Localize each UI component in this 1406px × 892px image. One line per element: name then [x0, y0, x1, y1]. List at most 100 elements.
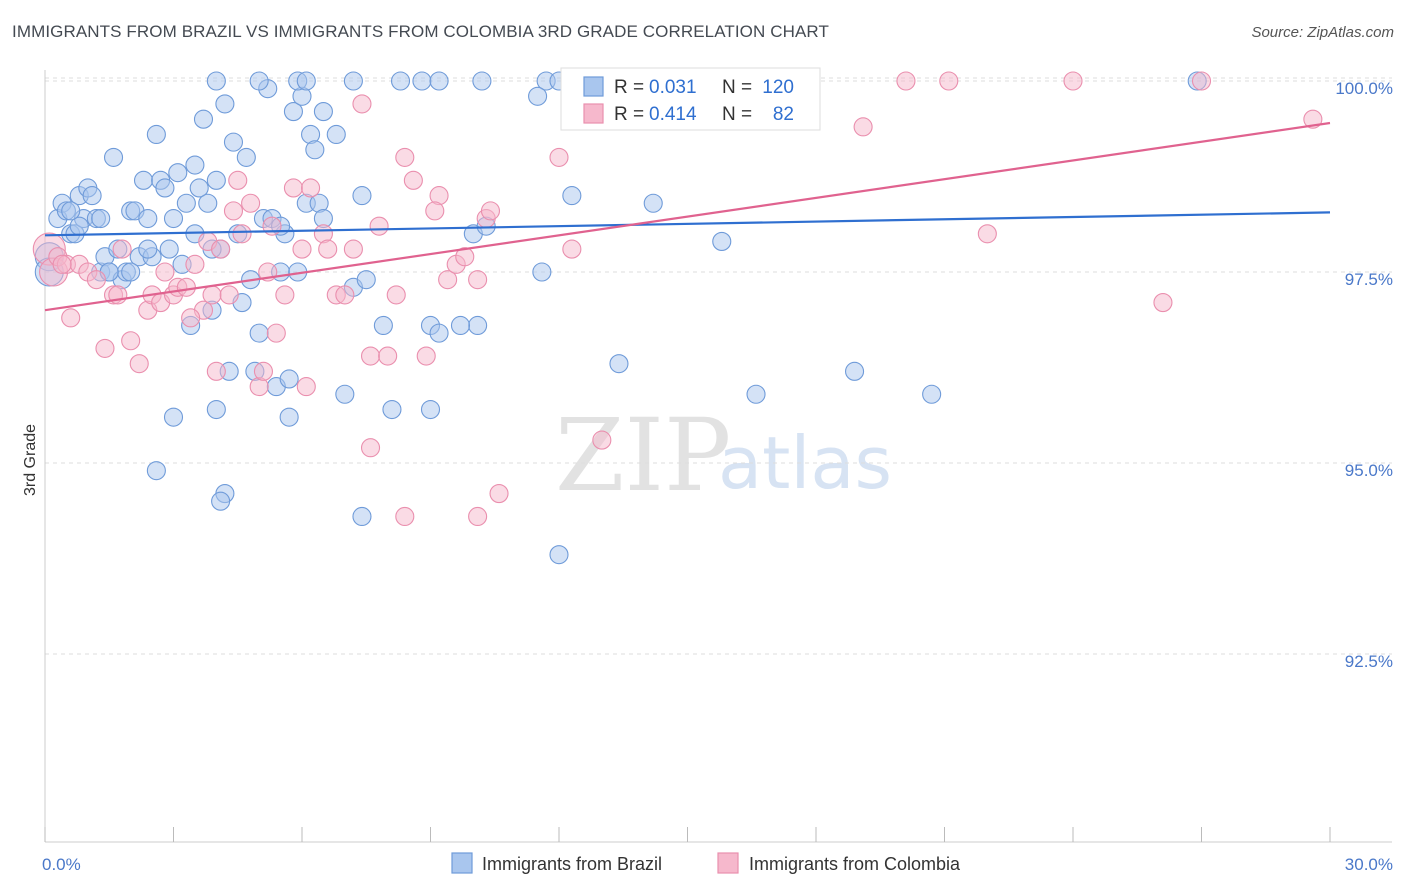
point-brazil	[103, 147, 124, 167]
point-brazil	[746, 384, 766, 404]
trend-line-colombia	[44, 121, 1331, 312]
point-brazil	[420, 399, 441, 420]
stats-box-frame	[560, 67, 821, 131]
trend-lines	[44, 121, 1331, 312]
point-brazil	[922, 384, 942, 404]
point-colombia	[395, 506, 415, 527]
point-brazil	[279, 369, 299, 389]
point-colombia	[468, 270, 488, 290]
point-brazil	[159, 239, 179, 259]
axes: 92.5% 95.0% 97.5% 100.0% 0.0% 30.0%	[42, 70, 1393, 874]
point-colombia	[1063, 71, 1083, 91]
chart-title: IMMIGRANTS FROM BRAZIL VS IMMIGRANTS FRO…	[12, 22, 829, 41]
point-colombia	[369, 216, 389, 236]
point-brazil	[146, 124, 166, 145]
point-brazil	[215, 94, 235, 114]
stats-colombia-r-label: R =	[614, 104, 644, 125]
point-brazil	[155, 178, 175, 198]
point-colombia	[292, 239, 312, 259]
point-colombia	[232, 224, 252, 244]
point-colombia	[386, 285, 406, 305]
point-colombia	[95, 338, 115, 358]
point-brazil	[609, 354, 629, 374]
point-colombia	[181, 308, 201, 328]
point-colombia	[202, 285, 222, 305]
point-brazil	[168, 163, 188, 183]
stats-brazil-n-label: N =	[722, 77, 752, 98]
point-colombia	[939, 71, 959, 91]
legend-brazil-label[interactable]: Immigrants from Brazil	[482, 854, 662, 874]
point-brazil	[206, 170, 226, 190]
stats-box: R = 0.031 N = 120 R = 0.414 N = 82	[560, 67, 821, 131]
point-colombia	[425, 201, 445, 221]
point-brazil	[412, 71, 432, 91]
stats-colombia-n-label: N =	[722, 104, 752, 125]
point-brazil	[335, 384, 355, 404]
point-colombia	[378, 346, 398, 366]
legend-colombia-swatch[interactable]	[717, 852, 739, 874]
point-brazil	[382, 399, 402, 420]
y-tick-label: 100.0%	[1335, 79, 1393, 98]
point-colombia	[241, 193, 261, 213]
point-brazil	[138, 239, 158, 259]
point-brazil	[176, 193, 196, 213]
point-colombia	[455, 247, 475, 267]
point-colombia	[211, 239, 231, 259]
x-tick-label-max: 30.0%	[1345, 855, 1393, 874]
point-brazil	[189, 178, 209, 198]
point-colombia	[121, 331, 141, 351]
point-brazil	[279, 407, 299, 427]
stats-brazil-r-value: 0.031	[649, 77, 697, 98]
point-brazil	[352, 506, 372, 527]
point-colombia	[219, 285, 239, 305]
point-brazil	[146, 461, 166, 481]
point-colombia	[129, 354, 149, 374]
y-tick-label: 97.5%	[1345, 270, 1393, 289]
point-brazil	[138, 208, 158, 229]
point-colombia	[318, 239, 338, 259]
legend-brazil-swatch[interactable]	[451, 852, 473, 874]
source-label: Source: ZipAtlas.com	[1251, 24, 1394, 41]
point-colombia	[112, 239, 132, 259]
trend-line-brazil	[44, 211, 1331, 237]
point-colombia	[853, 117, 873, 137]
stats-colombia-swatch	[583, 103, 604, 124]
point-brazil	[528, 86, 548, 106]
point-colombia	[360, 346, 381, 366]
point-colombia	[86, 270, 106, 290]
point-brazil	[133, 170, 154, 190]
point-colombia	[395, 147, 415, 167]
point-colombia	[253, 361, 274, 381]
stats-brazil-swatch	[583, 76, 604, 97]
point-colombia	[1191, 71, 1212, 91]
point-brazil	[468, 315, 488, 336]
point-brazil	[390, 71, 411, 91]
point-brazil	[562, 186, 582, 206]
point-brazil	[429, 71, 449, 91]
point-colombia	[489, 484, 509, 504]
point-brazil	[206, 71, 226, 91]
stats-colombia-r-value: 0.414	[649, 104, 697, 125]
point-colombia	[155, 262, 175, 282]
point-colombia	[206, 361, 226, 381]
point-brazil	[356, 270, 376, 290]
point-colombia	[562, 239, 582, 259]
point-brazil	[643, 193, 663, 213]
point-colombia	[438, 270, 458, 290]
point-colombia	[977, 224, 997, 244]
point-colombia	[549, 147, 569, 167]
legend-colombia-label[interactable]: Immigrants from Colombia	[749, 854, 961, 874]
point-brazil	[429, 323, 449, 343]
point-colombia	[480, 201, 501, 221]
point-colombia	[416, 346, 436, 366]
point-brazil	[313, 102, 333, 122]
point-brazil	[296, 71, 316, 91]
point-brazil	[373, 315, 393, 336]
point-colombia	[343, 239, 363, 259]
point-colombia	[352, 94, 372, 114]
point-colombia	[228, 170, 248, 190]
point-brazil	[844, 361, 865, 381]
point-brazil	[211, 491, 231, 511]
point-colombia	[61, 308, 81, 328]
